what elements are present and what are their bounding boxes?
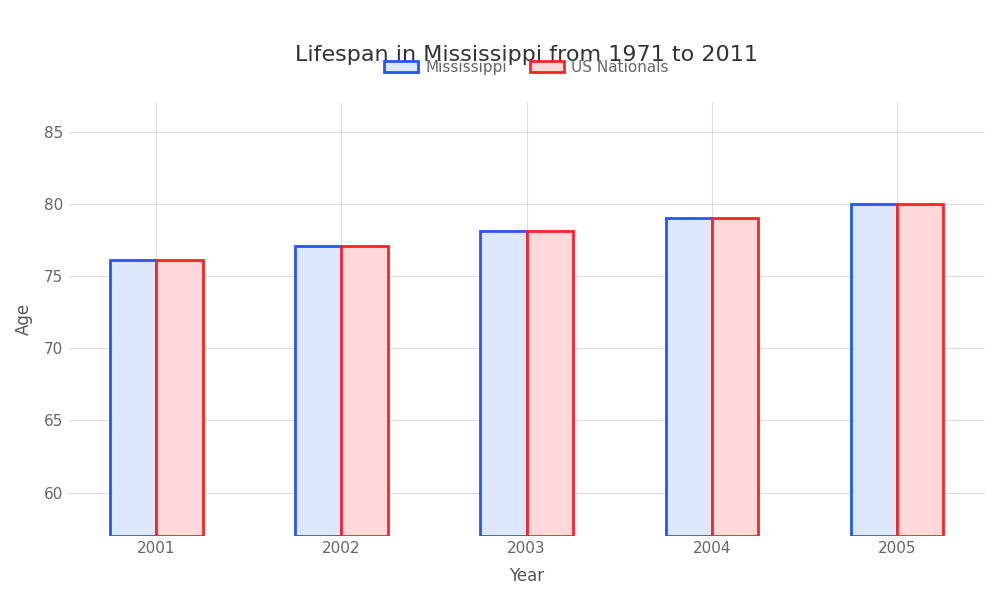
Bar [341,245,388,536]
Bar [295,245,341,536]
Bar [851,204,897,536]
Bar [712,218,758,536]
Bar [156,260,203,536]
Y-axis label: Age: Age [15,303,33,335]
Bar [897,204,943,536]
Title: Lifespan in Mississippi from 1971 to 2011: Lifespan in Mississippi from 1971 to 201… [295,45,758,65]
Bar [480,231,527,536]
Bar [527,231,573,536]
Legend: Mississippi, US Nationals: Mississippi, US Nationals [378,54,675,81]
Bar [110,260,156,536]
X-axis label: Year: Year [509,567,544,585]
Bar [666,218,712,536]
